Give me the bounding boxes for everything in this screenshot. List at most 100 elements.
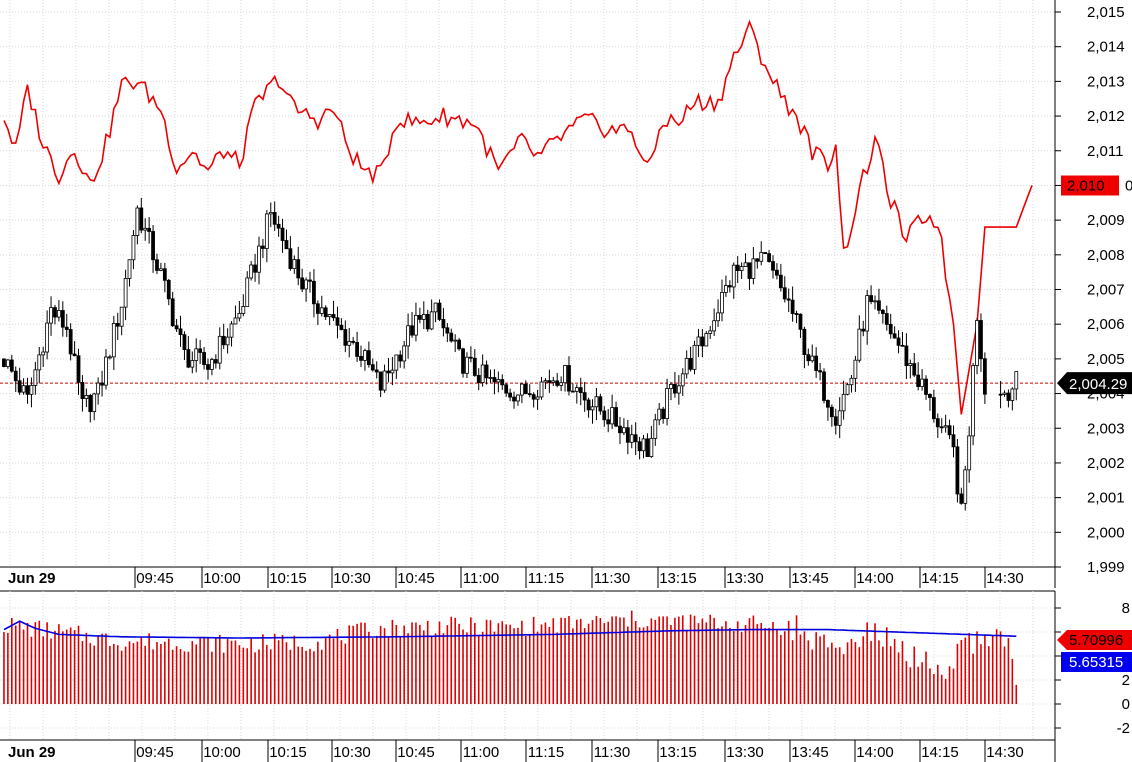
candle-down xyxy=(661,408,666,419)
candle-down xyxy=(166,279,171,300)
candle-up xyxy=(731,264,736,288)
time-tick-label: 10:00 xyxy=(203,570,241,587)
candle-down xyxy=(339,324,344,330)
candle-up xyxy=(49,307,53,324)
average-line xyxy=(3,620,1017,639)
candle-up xyxy=(692,344,697,370)
candle-down xyxy=(979,320,983,360)
candle-down xyxy=(512,396,516,402)
candle-down xyxy=(312,280,316,305)
candle-up xyxy=(29,384,34,395)
candle-up xyxy=(233,317,238,325)
time-tick-label: 11:30 xyxy=(594,744,630,761)
date-label: Jun 29 xyxy=(8,570,56,587)
price-tick-label: 2,015 xyxy=(1087,4,1125,21)
candle-down xyxy=(308,279,312,282)
candle-down xyxy=(449,332,454,342)
candle-down xyxy=(928,393,932,398)
candle-down xyxy=(888,323,893,335)
candle-up xyxy=(516,394,520,402)
candle-up xyxy=(382,370,387,391)
candle-down xyxy=(461,348,465,374)
time-tick-label: 10:30 xyxy=(333,744,371,761)
candle-up xyxy=(229,323,234,338)
candle-up xyxy=(217,335,222,364)
candle-down xyxy=(727,285,732,288)
time-tick-label: 13:30 xyxy=(726,744,764,761)
candle-down xyxy=(567,365,571,392)
price-tick-label: 2,005 xyxy=(1087,351,1125,368)
candle-up xyxy=(414,314,418,336)
candle-down xyxy=(261,245,265,249)
candle-down xyxy=(555,380,560,386)
candle-up xyxy=(292,259,297,269)
candle-up xyxy=(402,345,407,362)
candle-up xyxy=(684,357,689,375)
candle-down xyxy=(410,325,414,336)
candle-down xyxy=(775,269,779,276)
line-value-badge-label: 5.65315 xyxy=(1069,654,1123,671)
candle-up xyxy=(119,306,124,327)
candle-up xyxy=(629,434,634,443)
candle-down xyxy=(755,258,760,262)
candle-up xyxy=(190,360,195,368)
indicator-bars xyxy=(3,610,1018,704)
candle-up xyxy=(1014,371,1019,390)
time-tick-label: 14:00 xyxy=(856,570,894,587)
candle-down xyxy=(284,240,289,250)
time-tick-label: 11:15 xyxy=(528,570,564,587)
candle-up xyxy=(665,388,669,419)
candle-up xyxy=(363,350,367,361)
candle-down xyxy=(582,392,587,401)
candle-down xyxy=(892,333,897,339)
candle-up xyxy=(920,378,924,387)
candle-down xyxy=(25,385,30,395)
candle-down xyxy=(425,314,430,330)
candle-down xyxy=(904,345,909,366)
candle-down xyxy=(735,264,740,272)
candle-down xyxy=(484,364,489,379)
candle-down xyxy=(280,227,285,241)
candle-down xyxy=(645,438,650,457)
candle-down xyxy=(115,323,120,327)
candle-up xyxy=(967,435,972,471)
price-tick-label: 2,007 xyxy=(1087,282,1125,299)
candle-up xyxy=(708,330,713,334)
candle-up xyxy=(84,395,89,399)
candle-down xyxy=(88,395,93,412)
candle-down xyxy=(586,399,591,411)
candle-down xyxy=(370,364,375,371)
candle-down xyxy=(786,298,791,301)
candle-down xyxy=(139,207,144,231)
candle-up xyxy=(390,369,395,374)
candle-down xyxy=(221,335,226,346)
time-tick-label: 14:00 xyxy=(856,744,894,761)
time-tick-label: 14:30 xyxy=(986,744,1024,761)
candle-up xyxy=(210,359,214,370)
candle-down xyxy=(782,287,787,300)
candle-down xyxy=(884,313,889,325)
candle-up xyxy=(716,312,720,322)
candle-down xyxy=(151,231,155,261)
candle-down xyxy=(147,227,152,232)
candle-down xyxy=(72,353,77,357)
candle-down xyxy=(618,425,622,434)
candle-up xyxy=(653,419,658,439)
indicator-tick-label: 0 xyxy=(1122,696,1130,713)
candle-up xyxy=(496,379,501,383)
time-tick-label: 13:45 xyxy=(791,570,829,587)
candle-down xyxy=(767,253,771,262)
candle-up xyxy=(421,314,426,320)
candle-up xyxy=(853,359,858,379)
candle-down xyxy=(417,314,422,320)
candle-up xyxy=(849,377,854,386)
candle-down xyxy=(202,352,206,365)
candle-up xyxy=(41,351,46,356)
candle-up xyxy=(712,320,717,332)
time-tick-label: 10:45 xyxy=(397,744,435,761)
candle-down xyxy=(300,277,305,290)
candle-down xyxy=(9,359,14,372)
candle-up xyxy=(57,310,61,318)
candle-up xyxy=(268,212,273,215)
